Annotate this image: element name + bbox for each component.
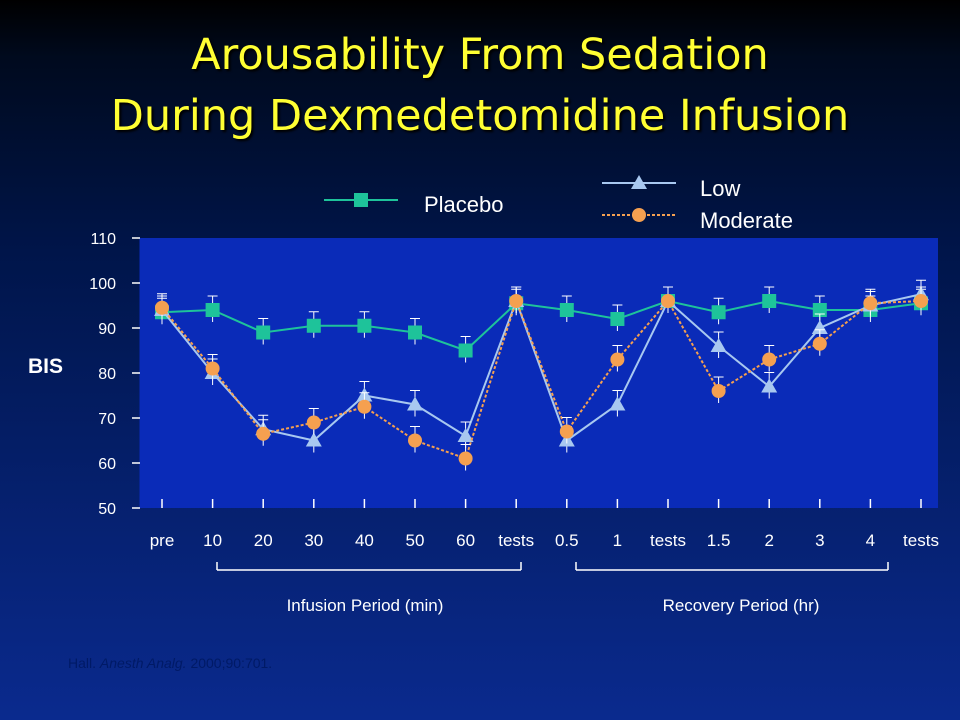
data-point-low [407, 396, 423, 411]
data-point-placebo [357, 318, 372, 333]
x-tick-label: 4 [866, 531, 875, 550]
x-tick-label: 60 [456, 531, 475, 550]
y-tick-label: 110 [90, 231, 116, 248]
data-point-placebo [256, 325, 271, 340]
x-tick-label: 10 [203, 531, 222, 550]
data-point-low [609, 396, 626, 411]
y-tick-label: 50 [98, 501, 116, 518]
citation-author: Hall. [68, 655, 97, 671]
data-point-low [457, 428, 474, 442]
data-point-low [811, 320, 828, 334]
series-line-moderate [161, 298, 922, 460]
data-point-placebo [610, 312, 625, 326]
x-tick-label: tests [903, 531, 939, 550]
x-tick-label: 20 [254, 531, 273, 550]
data-point-moderate [408, 433, 422, 448]
slide-title-line2: During Dexmedetomidine Infusion [110, 91, 850, 141]
data-point-moderate [256, 426, 271, 441]
data-point-moderate [762, 352, 777, 367]
legend-marker-placebo [354, 193, 368, 207]
series-line-placebo [161, 299, 922, 352]
data-point-placebo [408, 325, 422, 340]
data-point-low [305, 432, 322, 447]
y-tick-label: 70 [98, 411, 116, 428]
period-label: Infusion Period (min) [287, 596, 444, 615]
data-point-moderate [357, 399, 372, 414]
legend-label-moderate: Moderate [700, 208, 793, 233]
data-point-placebo [205, 303, 220, 317]
data-point-placebo [559, 303, 574, 317]
data-point-placebo [762, 294, 777, 308]
x-tick-label: pre [150, 531, 175, 550]
data-point-moderate [155, 300, 169, 315]
data-point-moderate [863, 296, 878, 311]
x-tick-label: 0.5 [555, 531, 579, 550]
data-point-moderate [559, 424, 574, 439]
plot-area [140, 238, 938, 508]
data-point-moderate [610, 352, 625, 367]
x-tick-label: 3 [815, 531, 824, 550]
citation-journal: Anesth Analg. [99, 655, 187, 671]
legend-marker-low [631, 175, 647, 189]
citation-ref: 2000;90:701. [190, 655, 273, 671]
data-point-moderate [306, 415, 321, 430]
data-point-placebo [711, 305, 726, 320]
y-axis-label: BIS [28, 355, 63, 378]
slide-title-line1: Arousability From Sedation [191, 30, 769, 80]
data-point-moderate [711, 384, 726, 398]
x-tick-label: tests [650, 531, 686, 550]
x-tick-label: 1.5 [707, 531, 731, 550]
data-point-low [761, 378, 778, 393]
x-tick-label: tests [498, 531, 534, 550]
series-line-low [161, 293, 922, 443]
data-point-moderate [458, 451, 473, 466]
legend-label-placebo: Placebo [424, 192, 504, 217]
x-tick-label: 50 [406, 531, 425, 550]
x-tick-label: 30 [304, 531, 323, 550]
data-point-moderate [661, 294, 675, 308]
data-point-low [710, 338, 727, 352]
x-tick-label: 40 [355, 531, 374, 550]
x-tick-label: 2 [764, 531, 773, 550]
legend-marker-moderate [632, 208, 646, 222]
data-point-moderate [205, 361, 220, 376]
y-tick-label: 90 [98, 321, 116, 338]
data-point-placebo [306, 318, 321, 333]
y-tick-label: 80 [98, 366, 116, 383]
data-point-placebo [458, 343, 473, 358]
data-point-moderate [914, 294, 928, 308]
data-point-moderate [812, 336, 827, 351]
legend-label-low: Low [700, 176, 740, 201]
x-tick-label: 1 [613, 531, 622, 550]
y-tick-label: 60 [98, 456, 116, 473]
y-tick-label: 100 [89, 276, 116, 293]
data-point-moderate [509, 294, 524, 308]
period-label: Recovery Period (hr) [663, 596, 820, 615]
citation: Hall. Anesth Analg. 2000;90:701. [68, 655, 272, 671]
